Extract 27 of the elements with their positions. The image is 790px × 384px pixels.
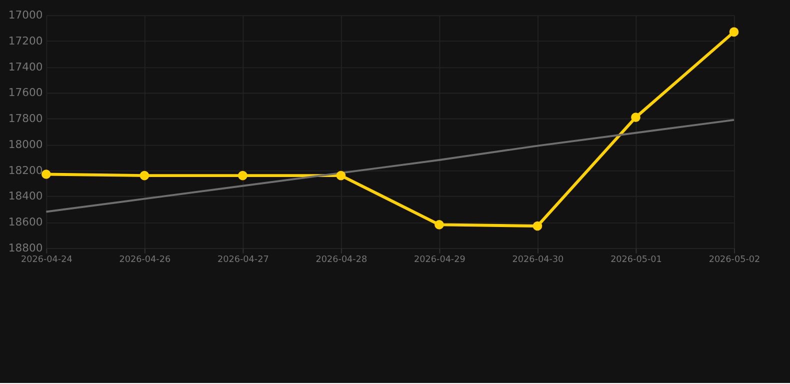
y-tick-label: 17800	[8, 112, 43, 126]
x-tick-label: 2026-05-01	[610, 255, 662, 266]
point	[729, 27, 739, 37]
point	[631, 112, 640, 122]
y-tick-label: 18000	[8, 138, 43, 151]
x-tick-label: 2026-04-24	[21, 255, 73, 266]
y-tick-label: 17400	[8, 60, 43, 74]
line-series	[45, 118, 735, 213]
x-tick-label: 2026-04-27	[218, 255, 269, 266]
y-tick-label: 18400	[8, 190, 43, 203]
point	[238, 170, 248, 180]
y-tick-label: 18600	[8, 216, 43, 229]
point	[42, 170, 51, 179]
x-tick-label: 2026-05-02	[708, 255, 760, 266]
y-tick-label: 17200	[8, 34, 43, 48]
x-tick-label: 2026-04-26	[119, 255, 171, 266]
point	[140, 170, 150, 180]
y-tick-label: 18800	[8, 241, 43, 254]
x-tick-label: 2026-04-29	[414, 255, 466, 266]
y-tick-label: 18200	[8, 164, 43, 177]
x-tick-label: 2026-04-28	[316, 255, 368, 266]
y-tick-label: 17000	[8, 8, 43, 22]
point	[336, 170, 346, 180]
point	[434, 220, 444, 230]
x-tick-label: 2026-04-30	[512, 255, 564, 266]
point	[532, 221, 542, 231]
y-tick-label: 17600	[8, 86, 43, 100]
